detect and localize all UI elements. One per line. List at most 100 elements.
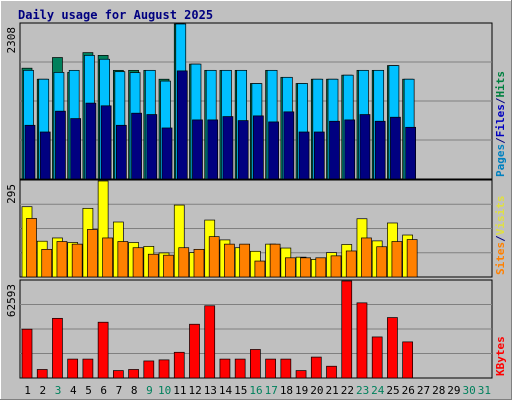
bar-pages [268, 121, 279, 180]
x-tick-label: 28 [432, 384, 445, 397]
bar-kbytes [356, 302, 368, 379]
bar-pages [390, 116, 401, 180]
bar-kbytes [326, 365, 337, 379]
x-tick-label: 15 [234, 384, 247, 397]
x-tick-label: 14 [219, 384, 233, 397]
bar-pages [161, 127, 173, 180]
panel-kbytes: 62593 KBytes [5, 279, 507, 379]
x-tick-label: 20 [310, 384, 323, 397]
x-tick-label: 5 [85, 384, 92, 397]
bar-pages [344, 119, 356, 180]
bar-sites [117, 241, 129, 278]
bar-kbytes [128, 369, 139, 379]
bar-kbytes [280, 358, 292, 379]
bar-pages [298, 131, 310, 180]
bar-sites [391, 241, 403, 278]
bar-pages [374, 120, 386, 180]
bar-sites [132, 247, 144, 278]
bar-sites [330, 255, 342, 278]
bar-pages [70, 118, 82, 180]
bar-kbytes [158, 359, 170, 379]
bar-pages [222, 116, 234, 180]
bar-sites [284, 257, 296, 278]
bar-pages [207, 119, 219, 180]
x-tick-label: 23 [356, 384, 369, 397]
legend-entry: Visits [494, 196, 507, 236]
legend-entry: / [494, 137, 507, 144]
bar-kbytes [173, 351, 185, 379]
bar-sites [269, 243, 281, 278]
bar-sites [406, 239, 418, 278]
legend-entry: Pages [494, 144, 507, 177]
legend-entry: Hits [494, 71, 507, 98]
panel-legend: Pages/Files/Hits [494, 71, 507, 177]
bar-sites [193, 248, 205, 278]
bar-kbytes [143, 360, 155, 379]
bar-pages [116, 124, 127, 180]
x-tick-label: 26 [402, 384, 415, 397]
bar-kbytes [295, 370, 307, 379]
bar-kbytes [67, 358, 79, 379]
x-tick-label: 30 [463, 384, 476, 397]
x-tick-label: 19 [295, 384, 308, 397]
x-tick-label: 12 [188, 384, 201, 397]
x-tick-label: 24 [371, 384, 385, 397]
x-tick-label: 27 [417, 384, 430, 397]
bar-sites [71, 243, 83, 278]
panel-max-label: 295 [5, 184, 18, 204]
bar-sites [376, 246, 388, 278]
x-tick-label: 18 [280, 384, 293, 397]
bar-sites [163, 254, 174, 278]
bar-sites [300, 257, 311, 278]
panel-max-label: 62593 [5, 284, 18, 317]
x-tick-label: 8 [131, 384, 138, 397]
x-tick-label: 31 [478, 384, 491, 397]
x-tick-label: 3 [55, 384, 62, 397]
series-kbytes [21, 280, 413, 379]
bar-pages [131, 112, 142, 180]
series-pages [24, 70, 416, 180]
x-tick-label: 16 [249, 384, 262, 397]
bar-pages [24, 124, 36, 180]
bar-sites [345, 250, 357, 278]
bar-pages [253, 115, 264, 180]
bar-kbytes [21, 328, 33, 379]
bar-pages [329, 120, 340, 180]
x-tick-label: 11 [173, 384, 186, 397]
bar-kbytes [36, 369, 48, 379]
x-tick-label: 25 [386, 384, 399, 397]
bar-kbytes [189, 323, 200, 379]
bar-kbytes [52, 317, 63, 379]
bar-pages [283, 111, 295, 180]
bar-kbytes [97, 321, 109, 379]
x-tick-label: 1 [24, 384, 31, 397]
x-tick-label: 13 [204, 384, 217, 397]
x-tick-label: 9 [146, 384, 153, 397]
x-tick-label: 17 [265, 384, 278, 397]
legend-entry: Files [494, 104, 507, 137]
bar-kbytes [402, 341, 413, 379]
bar-pages [405, 126, 416, 180]
panel-legend: KBytes [494, 336, 507, 376]
panel-visits-sites: 295 Sites/Visits [5, 179, 507, 278]
panel-max-label: 2308 [5, 27, 18, 54]
bar-sites [178, 247, 190, 278]
x-tick-label: 21 [326, 384, 339, 397]
bar-kbytes [265, 358, 276, 379]
bar-kbytes [204, 305, 216, 379]
legend-entry: / [494, 97, 507, 104]
bar-sites [26, 218, 37, 278]
bar-pages [100, 105, 112, 180]
bar-pages [55, 110, 66, 180]
x-tick-label: 7 [116, 384, 123, 397]
bar-pages [176, 70, 188, 180]
bar-sites [254, 260, 266, 278]
bar-sites [315, 257, 327, 278]
x-tick-label: 10 [158, 384, 171, 397]
x-tick-label: 2 [40, 384, 47, 397]
bar-sites [41, 248, 53, 278]
x-tick-label: 22 [341, 384, 354, 397]
